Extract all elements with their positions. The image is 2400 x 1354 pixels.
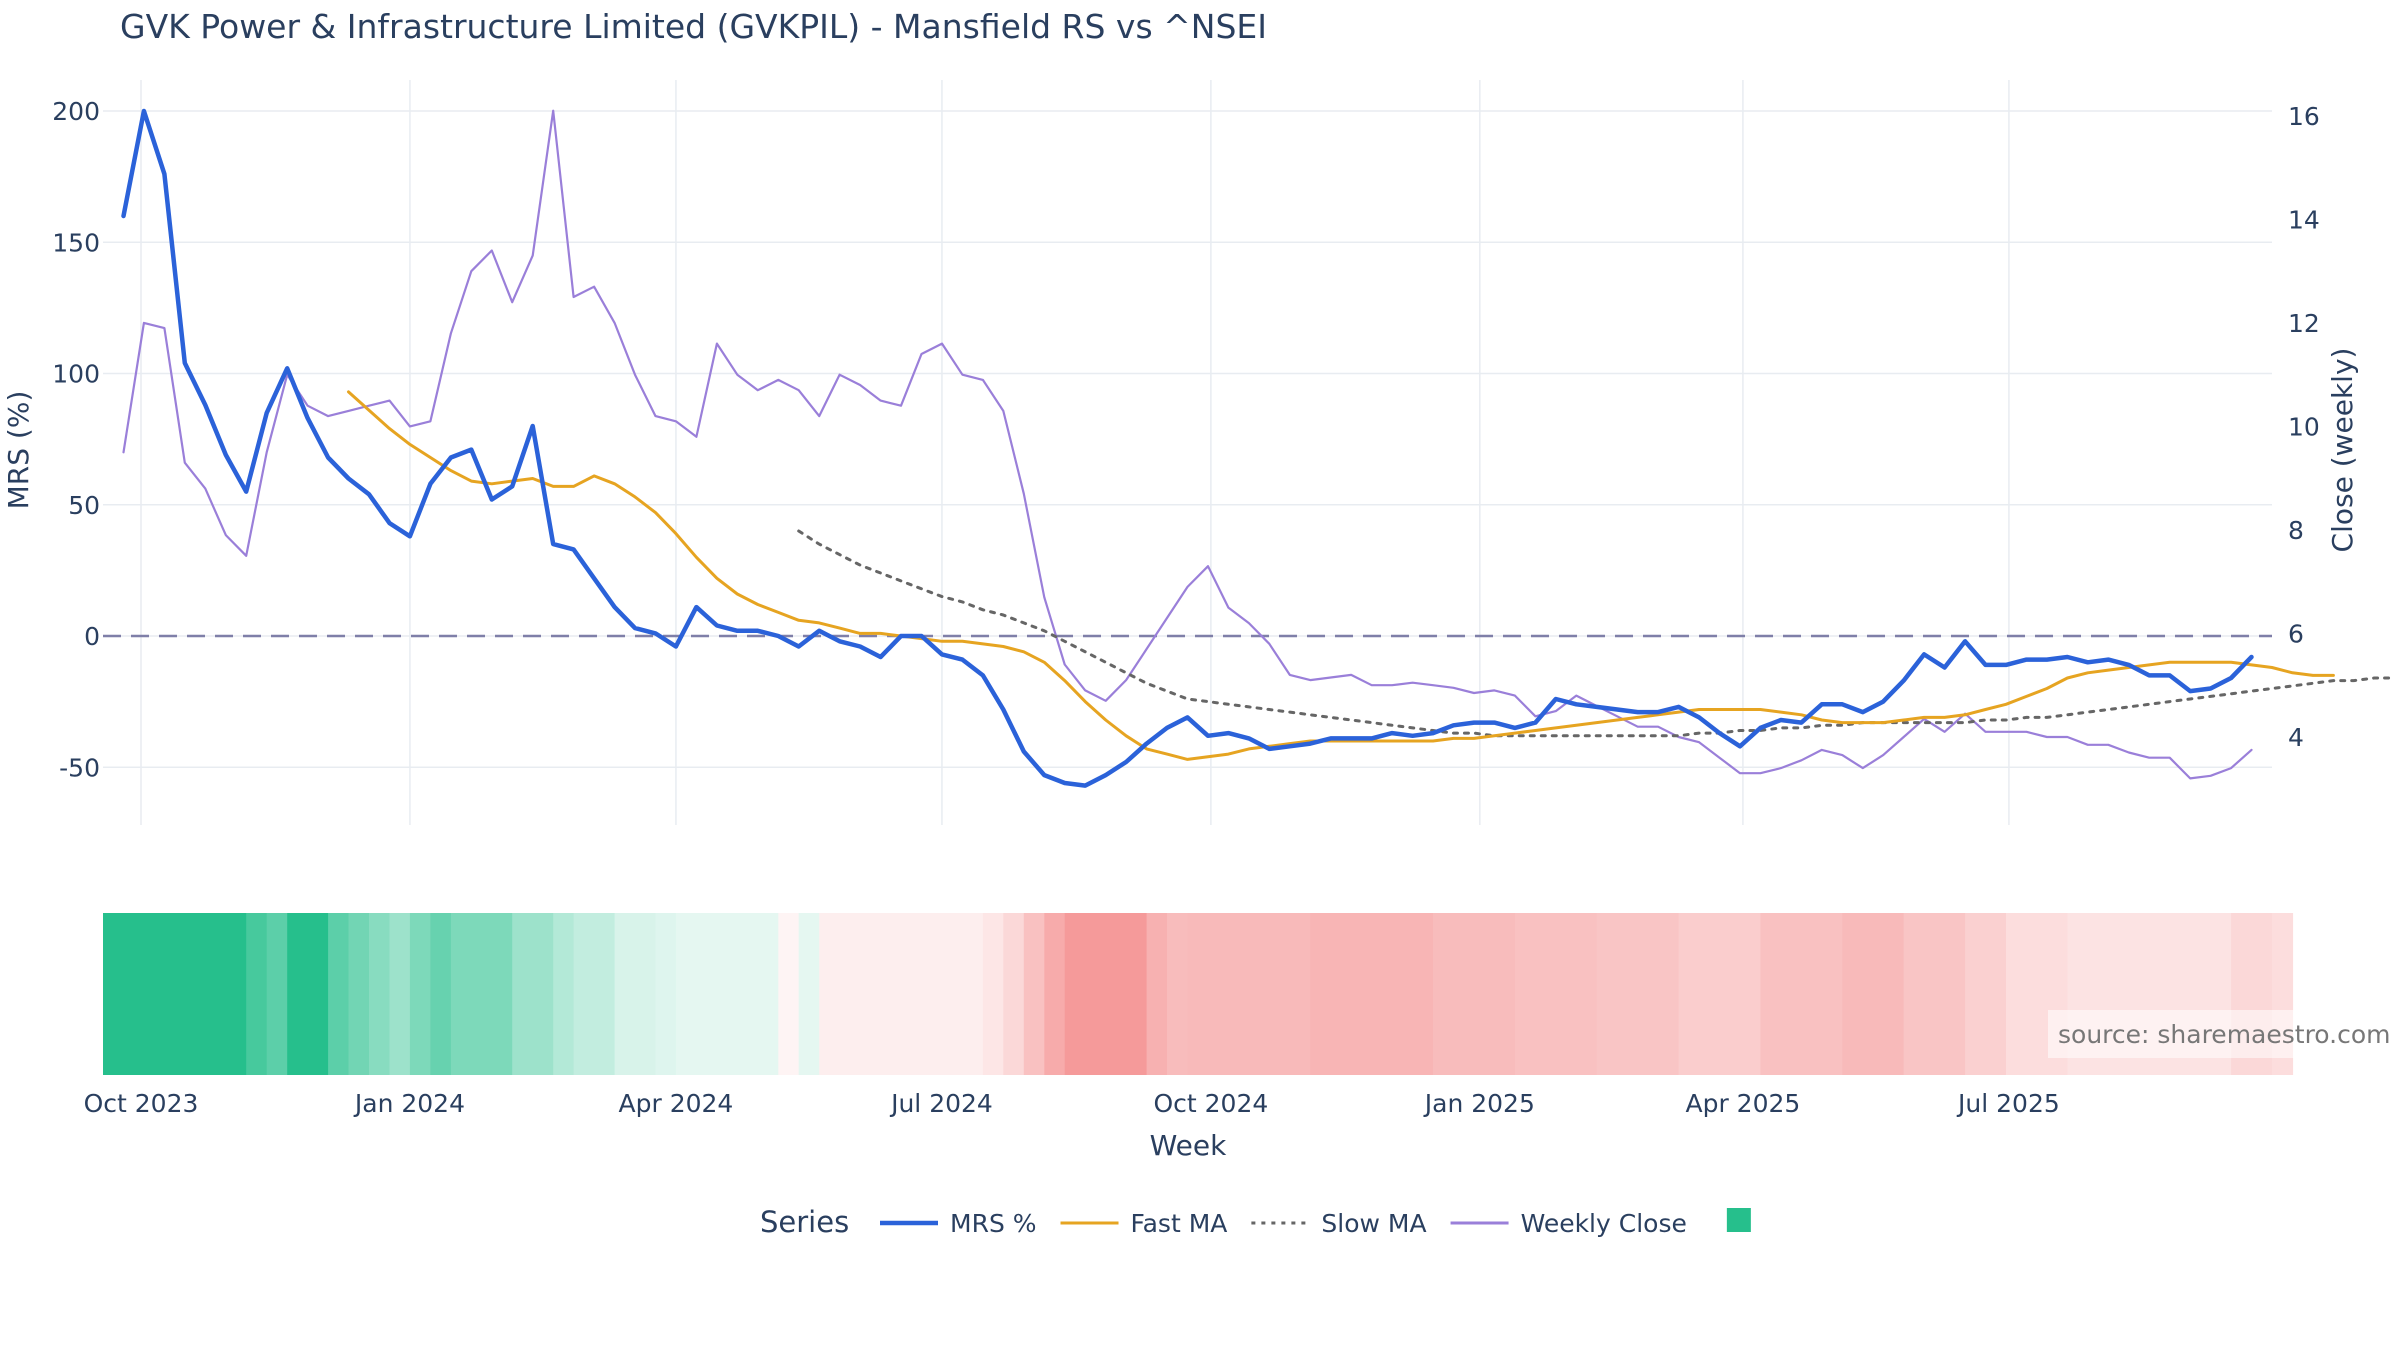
legend-label: Slow MA bbox=[1321, 1209, 1426, 1238]
y2-tick-label: 12 bbox=[2288, 309, 2320, 338]
x-tick-label: Oct 2024 bbox=[1153, 1089, 1268, 1118]
heatmap-cell bbox=[1433, 913, 1516, 1075]
heatmap-cell bbox=[1842, 913, 1905, 1075]
x-axis-tick-labels: Oct 2023 Jan 2024 Apr 2024 Jul 2024 Oct 2024… bbox=[84, 1089, 2060, 1118]
gridlines bbox=[103, 80, 2272, 825]
heatmap-cell bbox=[1064, 913, 1148, 1075]
x-tick-label: Apr 2024 bbox=[619, 1089, 734, 1118]
y2-tick-label: 10 bbox=[2288, 412, 2320, 441]
x-tick-label: Oct 2023 bbox=[84, 1089, 199, 1118]
x-tick-label: Jul 2024 bbox=[889, 1089, 993, 1118]
legend-title: Series bbox=[760, 1205, 849, 1239]
y2-tick-label: 6 bbox=[2288, 619, 2304, 648]
heatmap-cell bbox=[1596, 913, 1680, 1075]
heatmap-cell bbox=[1965, 913, 2007, 1075]
heatmap-cell bbox=[614, 913, 657, 1075]
heatmap-cell bbox=[1023, 913, 1045, 1075]
heatmap-cell bbox=[450, 913, 513, 1075]
heatmap-cell bbox=[553, 913, 575, 1075]
series-line-weekly-close bbox=[122, 109, 2253, 780]
heatmap-cell bbox=[369, 913, 391, 1075]
heatmap-cell bbox=[1514, 913, 1598, 1075]
series-line-fast-ma bbox=[347, 390, 2335, 761]
heatmap-cell bbox=[348, 913, 370, 1075]
heatmap-cell bbox=[266, 913, 288, 1075]
heatmap-cell bbox=[1146, 913, 1168, 1075]
series-line-slow-ma bbox=[797, 529, 2397, 738]
y2-tick-label: 8 bbox=[2288, 516, 2304, 545]
chart-title: GVK Power & Infrastructure Limited (GVKP… bbox=[120, 7, 1267, 46]
y2-tick-label: 14 bbox=[2288, 205, 2320, 234]
legend-label: Weekly Close bbox=[1521, 1209, 1687, 1238]
heatmap-cell bbox=[103, 913, 247, 1075]
heatmap-cell bbox=[389, 913, 411, 1075]
heatmap-strip bbox=[103, 913, 2294, 1075]
heatmap-cell bbox=[430, 913, 452, 1075]
heatmap-cell bbox=[1003, 913, 1025, 1075]
y-tick-label: 50 bbox=[68, 491, 100, 520]
heatmap-cell bbox=[819, 913, 984, 1075]
heatmap-cell bbox=[1903, 913, 1966, 1075]
x-tick-label: Jan 2025 bbox=[1423, 1089, 1535, 1118]
heatmap-cell bbox=[328, 913, 350, 1075]
y-tick-label: 150 bbox=[52, 228, 100, 257]
y2-tick-label: 4 bbox=[2288, 723, 2304, 752]
source-note-text: source: sharemaestro.com bbox=[2058, 1020, 2391, 1049]
heatmap-cell bbox=[778, 913, 800, 1075]
heatmap-cell bbox=[1678, 913, 1761, 1075]
y2-axis-tick-labels: 4 6 8 10 12 14 16 bbox=[2288, 102, 2320, 752]
y-tick-label: -50 bbox=[59, 753, 100, 782]
heatmap-cell bbox=[409, 913, 431, 1075]
y-tick-label: 200 bbox=[52, 97, 100, 126]
legend-label: Fast MA bbox=[1131, 1209, 1228, 1238]
legend-label: MRS % bbox=[950, 1209, 1037, 1238]
x-tick-label: Jan 2024 bbox=[353, 1089, 465, 1118]
heatmap-cell bbox=[1044, 913, 1066, 1075]
y-axis-tick-labels: -50 0 50 100 150 200 bbox=[52, 97, 100, 782]
heatmap-cell bbox=[246, 913, 268, 1075]
y-tick-label: 100 bbox=[52, 360, 100, 389]
heatmap-cell bbox=[512, 913, 554, 1075]
y-tick-label: 0 bbox=[84, 622, 100, 651]
series-line-mrs bbox=[121, 108, 2254, 788]
heatmap-cell bbox=[798, 913, 820, 1075]
y2-axis-title: Close (weekly) bbox=[2326, 348, 2359, 553]
heatmap-cell bbox=[655, 913, 677, 1075]
x-tick-label: Apr 2025 bbox=[1685, 1089, 1800, 1118]
y2-tick-label: 16 bbox=[2288, 102, 2320, 131]
heatmap-cell bbox=[1187, 913, 1311, 1075]
y-axis-title: MRS (%) bbox=[2, 391, 35, 510]
x-tick-label: Jul 2025 bbox=[1956, 1089, 2060, 1118]
series-lines bbox=[121, 108, 2397, 788]
heatmap-cell bbox=[982, 913, 1004, 1075]
heatmap-cell bbox=[675, 913, 779, 1075]
heatmap-cell bbox=[573, 913, 616, 1075]
legend: Series MRS % Fast MA Slow MA Weekly Close bbox=[760, 1205, 1751, 1239]
heatmap-cell bbox=[1760, 913, 1843, 1075]
heatmap-cell bbox=[1167, 913, 1189, 1075]
source-note: source: sharemaestro.com bbox=[2048, 1010, 2391, 1058]
heatmap-cell bbox=[1310, 913, 1434, 1075]
legend-swatch-heatmap bbox=[1726, 1208, 1751, 1232]
heatmap-cell bbox=[287, 913, 329, 1075]
x-axis-title: Week bbox=[1150, 1129, 1227, 1162]
